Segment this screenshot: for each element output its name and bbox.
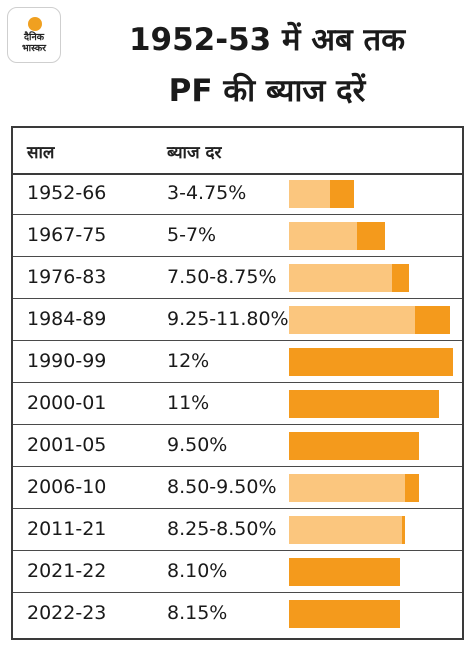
rate-bar-segment <box>289 432 419 460</box>
rate-bar <box>289 600 400 628</box>
row-rate: 9.50% <box>167 434 228 456</box>
pf-rate-table: साल ब्याज दर 1952-66 3-4.75% 1967-75 5-7% 19… <box>11 126 464 640</box>
rate-bar-low-segment <box>289 264 392 292</box>
row-period: 1967-75 <box>27 224 107 246</box>
dainik-bhaskar-logo: दैनिक भास्कर <box>7 7 61 63</box>
rate-bar <box>289 390 439 418</box>
row-rate: 3-4.75% <box>167 182 247 204</box>
table-row: 2001-05 9.50% <box>13 425 462 467</box>
rate-bar <box>289 180 354 208</box>
rate-bar-low-segment <box>289 306 415 334</box>
row-period: 1990-99 <box>27 350 107 372</box>
logo-line-1: दैनिक <box>23 32 45 43</box>
table-row: 2000-01 11% <box>13 383 462 425</box>
table-row: 2021-22 8.10% <box>13 551 462 593</box>
row-rate: 12% <box>167 350 210 372</box>
row-rate: 8.15% <box>167 602 228 624</box>
rate-bar-high-segment <box>357 222 385 250</box>
row-period: 2006-10 <box>27 476 107 498</box>
chart-title-line-2: PF की ब्याज दरें <box>168 73 366 109</box>
rate-bar-low-segment <box>289 180 330 208</box>
row-period: 2001-05 <box>27 434 107 456</box>
row-rate: 8.10% <box>167 560 228 582</box>
rate-bar <box>289 264 409 292</box>
column-header-year: साल <box>27 143 55 163</box>
table-row: 1990-99 12% <box>13 341 462 383</box>
row-rate: 8.50-9.50% <box>167 476 277 498</box>
row-rate: 8.25-8.50% <box>167 518 277 540</box>
logo-line-2: भास्कर <box>21 43 47 54</box>
table-header: साल ब्याज दर <box>13 128 462 175</box>
rate-bar-high-segment <box>405 474 419 502</box>
row-period: 1984-89 <box>27 308 107 330</box>
table-row: 1984-89 9.25-11.80% <box>13 299 462 341</box>
rate-bar-high-segment <box>392 264 409 292</box>
row-rate: 9.25-11.80% <box>167 308 289 330</box>
rate-bar-low-segment <box>289 222 357 250</box>
rate-bar-low-segment <box>289 474 405 502</box>
rate-bar <box>289 474 419 502</box>
chart-title-line-1: 1952-53 में अब तक <box>128 22 406 58</box>
rate-bar-low-segment <box>289 516 402 544</box>
table-row: 1967-75 5-7% <box>13 215 462 257</box>
row-period: 2000-01 <box>27 392 107 414</box>
rate-bar-segment <box>289 390 439 418</box>
rate-bar-high-segment <box>402 516 405 544</box>
sun-icon <box>28 17 42 31</box>
row-period: 2022-23 <box>27 602 107 624</box>
rate-bar <box>289 558 400 586</box>
table-row: 2006-10 8.50-9.50% <box>13 467 462 509</box>
rate-bar-segment <box>289 558 400 586</box>
table-row: 1952-66 3-4.75% <box>13 173 462 215</box>
row-period: 2021-22 <box>27 560 107 582</box>
rate-bar-segment <box>289 348 453 376</box>
rate-bar <box>289 432 419 460</box>
row-rate: 5-7% <box>167 224 217 246</box>
logo-wordmark: दैनिक भास्कर <box>8 32 60 54</box>
row-rate: 7.50-8.75% <box>167 266 277 288</box>
rate-bar <box>289 516 405 544</box>
rate-bar <box>289 306 450 334</box>
rate-bar-high-segment <box>330 180 354 208</box>
row-period: 1976-83 <box>27 266 107 288</box>
rate-bar <box>289 348 453 376</box>
row-period: 2011-21 <box>27 518 107 540</box>
table-row: 2011-21 8.25-8.50% <box>13 509 462 551</box>
table-row: 2022-23 8.15% <box>13 593 462 635</box>
rate-bar <box>289 222 385 250</box>
table-row: 1976-83 7.50-8.75% <box>13 257 462 299</box>
rate-bar-high-segment <box>415 306 450 334</box>
row-period: 1952-66 <box>27 182 107 204</box>
row-rate: 11% <box>167 392 210 414</box>
column-header-rate: ब्याज दर <box>167 143 222 163</box>
rate-bar-segment <box>289 600 400 628</box>
